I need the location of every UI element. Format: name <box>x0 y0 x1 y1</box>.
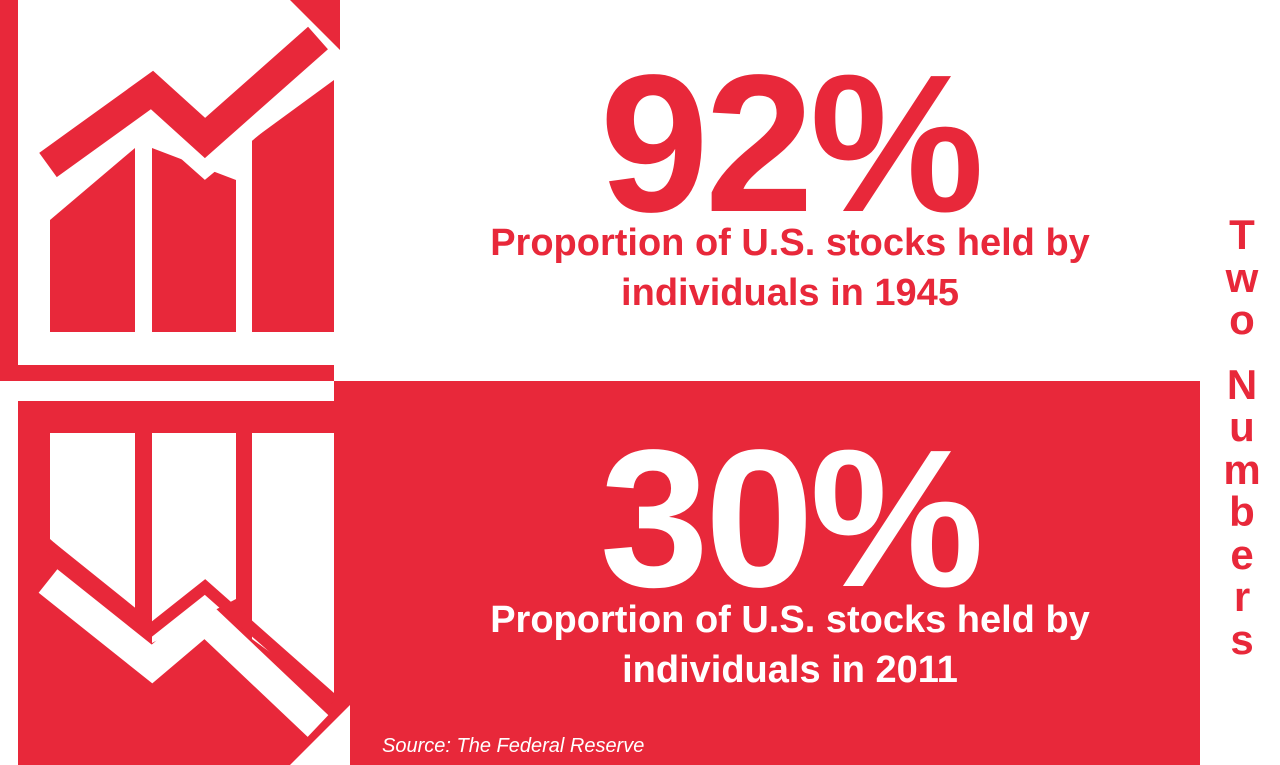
title-word-numbers-letter: m <box>1223 445 1261 493</box>
title-word-numbers-letter: N <box>1226 360 1258 408</box>
title-word-numbers-letter: e <box>1230 530 1254 578</box>
stat-caption-2011: Proportion of U.S. stocks held by indivi… <box>430 595 1150 695</box>
chart-down-icon <box>0 381 350 765</box>
title-word-two-letter: w <box>1225 253 1259 301</box>
chart-up-icon <box>0 0 340 381</box>
title-word-numbers-letter: u <box>1229 403 1255 450</box>
source-note: Source: The Federal Reserve <box>382 735 645 757</box>
stat-caption-line1: Proportion of U.S. stocks held by <box>490 599 1090 641</box>
stat-caption-line2: individuals in 2011 <box>622 649 958 691</box>
title-word-two-letter: o <box>1229 296 1255 343</box>
stat-panel-2011: 30% Proportion of U.S. stocks held by in… <box>0 381 1200 765</box>
stat-value-1945: 92% <box>599 34 984 253</box>
stat-caption-line1: Proportion of U.S. stocks held by <box>490 222 1090 264</box>
stat-panel-1945: 92% Proportion of U.S. stocks held by in… <box>0 0 1200 381</box>
stat-caption-line2: individuals in 1945 <box>621 272 959 314</box>
title-word-numbers-letter: s <box>1230 615 1254 663</box>
stat-value-2011: 30% <box>599 409 984 628</box>
title-word-numbers-letter: b <box>1229 488 1255 535</box>
title-word-two-letter: T <box>1229 211 1255 258</box>
stat-caption-1945: Proportion of U.S. stocks held by indivi… <box>430 218 1150 318</box>
title-word-numbers-letter: r <box>1233 573 1251 620</box>
